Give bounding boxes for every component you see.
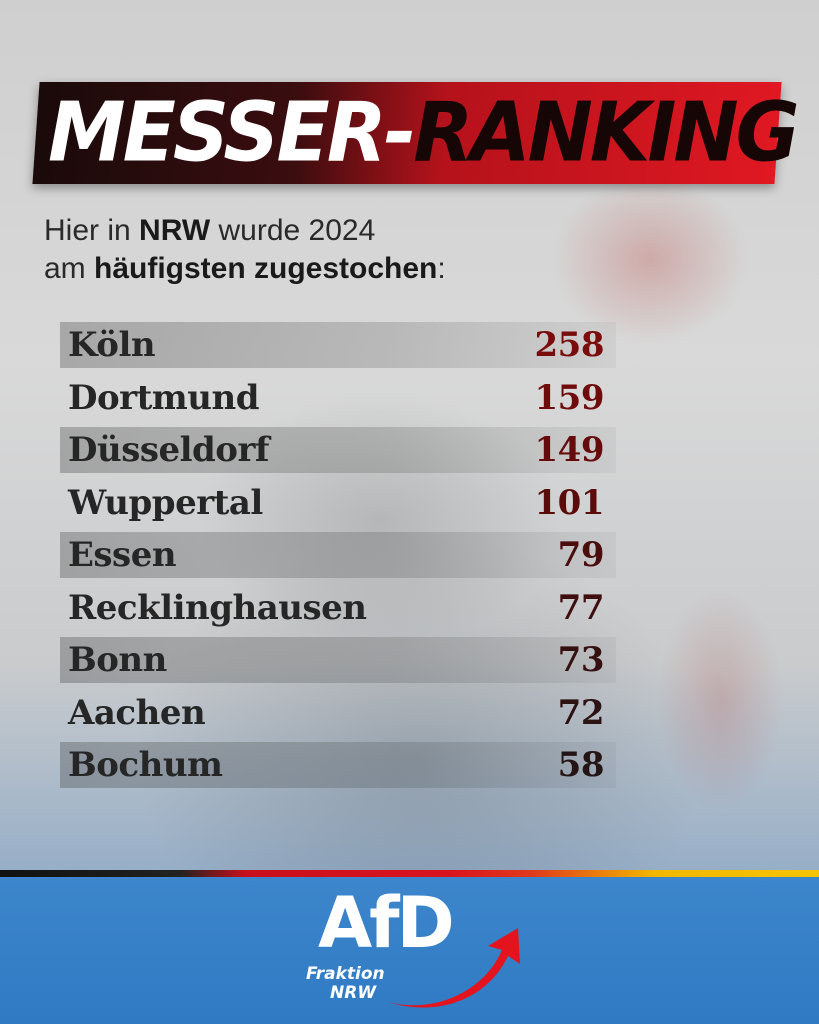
intro-line-1-suffix: wurde 2024 <box>210 214 376 247</box>
intro-line-1-prefix: Hier in <box>44 214 140 247</box>
ranking-row: Düsseldorf 149 <box>60 427 616 473</box>
intro-line-2: am häufigsten zugestochen: <box>44 250 604 288</box>
ranking-list: Köln 258 Dortmund 159 Düsseldorf 149 Wup… <box>60 322 616 795</box>
ranking-row: Bonn 73 <box>60 637 616 683</box>
intro-line-1-bold: NRW <box>139 214 211 247</box>
incident-count: 258 <box>534 325 605 365</box>
logo-wordmark: AfD <box>318 882 455 964</box>
incident-count: 149 <box>534 430 605 470</box>
color-stripe <box>0 870 819 877</box>
ranking-row: Köln 258 <box>60 322 616 368</box>
footer-band <box>0 877 819 1024</box>
ranking-row: Essen 79 <box>60 532 616 578</box>
ranking-row: Dortmund 159 <box>60 375 616 421</box>
intro-line-2-bold: häufigsten zugestochen <box>94 252 438 285</box>
incident-count: 58 <box>557 745 605 785</box>
incident-count: 101 <box>534 482 605 523</box>
incident-count: 72 <box>557 692 605 733</box>
ranking-row: Recklinghausen 77 <box>60 585 616 631</box>
city-name: Wuppertal <box>68 482 263 523</box>
city-name: Bonn <box>68 640 167 680</box>
intro-line-2-prefix: am <box>44 252 95 285</box>
intro-text: Hier in NRW wurde 2024 am häufigsten zug… <box>44 212 604 288</box>
incident-count: 79 <box>557 535 605 575</box>
arrow-icon <box>388 928 520 1008</box>
city-name: Recklinghausen <box>68 587 367 628</box>
city-name: Köln <box>68 325 156 365</box>
ranking-row: Bochum 58 <box>60 742 616 788</box>
logo-subtitle-nrw: NRW <box>330 983 377 1003</box>
incident-count: 159 <box>534 377 605 418</box>
intro-line-1: Hier in NRW wurde 2024 <box>44 212 604 250</box>
incident-count: 73 <box>557 640 605 680</box>
afd-logo: AfD Fraktion NRW <box>300 882 530 1015</box>
city-name: Essen <box>68 535 177 575</box>
title-part-ranking: RANKING <box>413 85 799 181</box>
logo-subtitle-fraktion: Fraktion <box>306 964 385 984</box>
city-name: Aachen <box>68 692 206 733</box>
city-name: Düsseldorf <box>68 430 270 470</box>
ranking-row: Aachen 72 <box>60 690 616 736</box>
city-name: Bochum <box>68 745 223 785</box>
title-part-messer: MESSER- <box>48 85 416 181</box>
page-title: MESSER- RANKING <box>48 77 800 188</box>
city-name: Dortmund <box>68 377 259 418</box>
intro-line-2-suffix: : <box>437 252 446 285</box>
ranking-row: Wuppertal 101 <box>60 480 616 526</box>
incident-count: 77 <box>557 587 605 628</box>
